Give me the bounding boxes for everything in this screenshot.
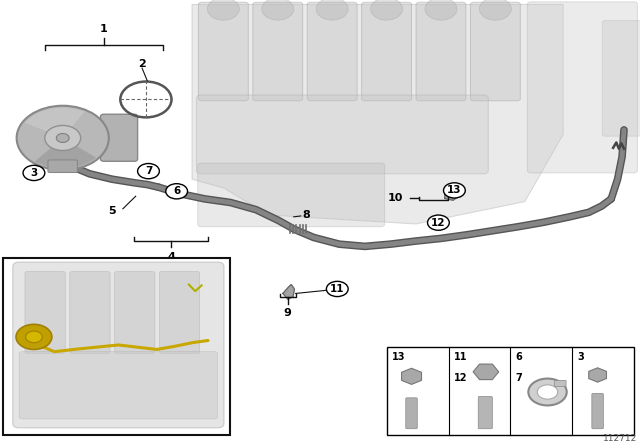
Text: 11: 11	[330, 284, 344, 294]
FancyBboxPatch shape	[602, 21, 640, 136]
FancyBboxPatch shape	[478, 396, 492, 429]
Circle shape	[479, 0, 511, 20]
FancyBboxPatch shape	[13, 262, 224, 428]
Text: 6: 6	[516, 352, 522, 362]
FancyBboxPatch shape	[470, 2, 520, 101]
FancyBboxPatch shape	[416, 2, 466, 101]
Text: 9: 9	[284, 308, 292, 318]
FancyBboxPatch shape	[115, 271, 155, 353]
Circle shape	[538, 385, 558, 399]
Text: 1: 1	[100, 24, 108, 34]
Circle shape	[316, 0, 348, 20]
Circle shape	[326, 281, 348, 297]
Text: 11: 11	[454, 352, 467, 362]
Text: 6: 6	[173, 186, 180, 196]
FancyBboxPatch shape	[196, 95, 488, 174]
Circle shape	[425, 0, 457, 20]
Circle shape	[262, 0, 294, 20]
FancyBboxPatch shape	[527, 2, 637, 173]
FancyBboxPatch shape	[3, 258, 230, 435]
Circle shape	[45, 125, 81, 151]
FancyBboxPatch shape	[19, 352, 218, 419]
Text: 112712: 112712	[602, 434, 637, 443]
FancyBboxPatch shape	[198, 163, 385, 227]
Circle shape	[528, 379, 567, 405]
FancyBboxPatch shape	[554, 380, 566, 387]
FancyBboxPatch shape	[70, 271, 110, 353]
FancyBboxPatch shape	[307, 2, 357, 101]
Text: 13: 13	[392, 352, 406, 362]
FancyBboxPatch shape	[159, 271, 200, 353]
FancyBboxPatch shape	[387, 347, 634, 435]
FancyBboxPatch shape	[253, 2, 303, 101]
FancyBboxPatch shape	[592, 393, 604, 429]
Circle shape	[16, 324, 52, 349]
Wedge shape	[35, 138, 96, 168]
Circle shape	[138, 164, 159, 179]
Text: 12: 12	[431, 218, 445, 228]
Text: 3: 3	[30, 168, 38, 178]
Circle shape	[371, 0, 403, 20]
Text: 7: 7	[145, 166, 152, 176]
Text: 13: 13	[447, 185, 461, 195]
Text: 8: 8	[302, 210, 310, 220]
Polygon shape	[445, 185, 458, 200]
Circle shape	[444, 183, 465, 198]
Circle shape	[26, 331, 42, 343]
FancyBboxPatch shape	[362, 2, 412, 101]
Polygon shape	[192, 4, 563, 224]
Circle shape	[56, 134, 69, 142]
FancyBboxPatch shape	[406, 398, 417, 429]
Circle shape	[23, 165, 45, 181]
Wedge shape	[25, 108, 84, 138]
Text: 3: 3	[577, 352, 584, 362]
Text: 7: 7	[516, 373, 522, 383]
Circle shape	[17, 106, 109, 170]
Text: 4: 4	[167, 252, 175, 262]
Circle shape	[428, 215, 449, 230]
FancyBboxPatch shape	[25, 271, 65, 353]
Text: 10: 10	[388, 194, 403, 203]
Text: 12: 12	[454, 373, 467, 383]
Circle shape	[166, 184, 188, 199]
Circle shape	[207, 0, 239, 20]
Polygon shape	[283, 284, 294, 299]
Text: 2: 2	[138, 59, 146, 69]
FancyBboxPatch shape	[100, 114, 138, 161]
FancyBboxPatch shape	[48, 160, 77, 172]
Text: 5: 5	[108, 206, 116, 215]
FancyBboxPatch shape	[198, 2, 248, 101]
